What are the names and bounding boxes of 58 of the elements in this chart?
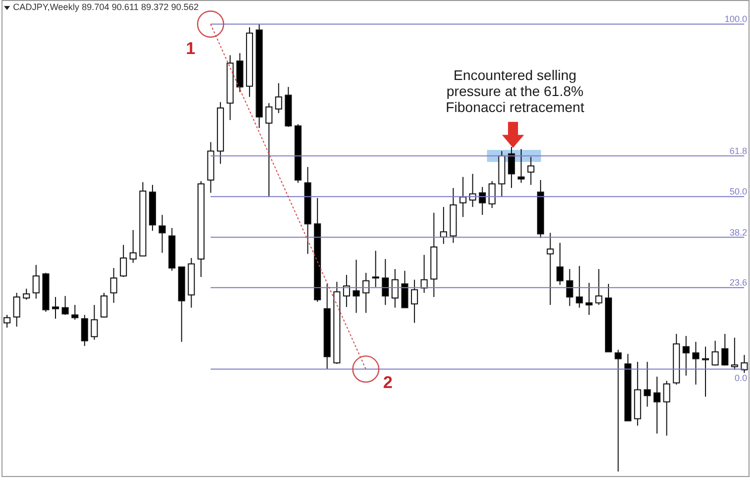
candlestick <box>556 242 564 286</box>
candlestick <box>721 333 728 366</box>
candlestick <box>527 156 534 186</box>
candlestick <box>362 272 370 314</box>
annotation: Encountered selling pressure at the 61.8% Fibonacci retracement <box>444 66 586 115</box>
candlestick <box>32 264 40 300</box>
candlestick <box>682 335 690 376</box>
candlestick <box>410 279 418 324</box>
candlestick <box>566 268 574 306</box>
ref-line-label: 38.2 <box>730 227 748 238</box>
candlestick <box>110 268 118 304</box>
candlestick <box>275 82 282 114</box>
candlestick <box>508 146 515 188</box>
candlestick <box>401 270 408 308</box>
candlestick <box>518 148 525 184</box>
candlestick <box>71 304 78 320</box>
ref-line-label: 100.0 <box>724 14 748 24</box>
candlestick <box>420 254 428 294</box>
candlestick <box>100 292 108 318</box>
candlestick <box>62 295 69 316</box>
ref-line-label: 61.8 <box>730 146 748 156</box>
candlestick <box>576 265 583 308</box>
candlestick <box>702 346 709 398</box>
candlestick <box>13 292 20 328</box>
candlestick <box>265 102 272 198</box>
candlestick <box>653 376 660 434</box>
candlestick <box>692 341 700 386</box>
candlestick <box>663 380 670 436</box>
candlestick <box>478 186 486 216</box>
annotation: 1 <box>186 39 196 58</box>
ref-line-label: 0.0 <box>734 373 748 384</box>
candlestick <box>352 259 360 314</box>
candlestick <box>459 176 466 218</box>
chart-title: CADJPY,Weekly 89.704 90.611 89.372 90.562 <box>13 2 199 13</box>
candlestick <box>595 268 602 306</box>
candlestick <box>440 206 448 244</box>
candlestick <box>52 296 60 320</box>
candlestick <box>644 361 651 408</box>
candlestick <box>4 314 10 328</box>
candlestick <box>614 349 622 472</box>
ref-line-label: 50.0 <box>730 186 748 197</box>
candlestick <box>546 232 554 306</box>
candlestick <box>488 180 496 208</box>
candlestick <box>120 244 127 278</box>
candlestick <box>81 314 88 346</box>
candlestick <box>586 282 593 316</box>
candlestick <box>90 304 98 340</box>
candlestick <box>22 288 30 300</box>
candlestick <box>712 340 719 366</box>
ref-line-label: 23.6 <box>730 278 748 288</box>
candlestick <box>392 268 399 308</box>
candlestick <box>343 274 350 308</box>
candlestick <box>372 250 380 288</box>
candlestick <box>382 258 389 306</box>
candlestick <box>130 230 137 264</box>
annotation: 2 <box>383 373 393 392</box>
candlestick <box>731 337 738 370</box>
candlestick <box>158 214 166 254</box>
